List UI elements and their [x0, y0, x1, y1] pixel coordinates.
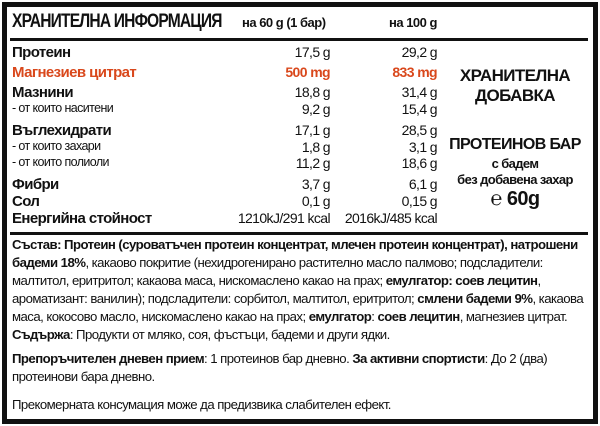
nutrient-label: Сол [12, 193, 40, 210]
nutrient-label: - от които полиоли [12, 155, 110, 169]
nutrient-label: Въглехидрати [12, 122, 112, 139]
nutrient-value-per-bar: 11,2 g [295, 155, 331, 171]
estimated-mark-icon: ℮ [490, 188, 502, 210]
product-name: ПРОТЕИНОВ БАР [449, 136, 581, 153]
nutrient-label: - от които захари [12, 139, 101, 153]
composition-divider [10, 232, 588, 235]
net-weight: 60g [506, 188, 540, 210]
nutrient-value-per-100g: 18,6 g [401, 155, 438, 171]
nutrient-value-per-bar: 3,7 g [301, 176, 331, 192]
nutrient-label: Фибри [12, 176, 59, 193]
nutrient-label: Мазнини [12, 84, 74, 101]
nutrient-value-per-bar: 17,1 g [294, 122, 331, 138]
supplement-label-2: ДОБАВКА [475, 86, 556, 105]
warning-text: Прекомерната консумация може да предизви… [12, 397, 391, 412]
nutrient-label: Магнезиев цитрат [12, 64, 137, 81]
nutrient-value-per-bar: 0,1 g [301, 193, 331, 209]
nutrient-value-per-100g: 28,5 g [401, 122, 438, 138]
nutrition-title: ХРАНИТЕЛНА ИНФОРМАЦИЯ [12, 11, 222, 32]
nutrient-value-per-100g: 0,15 g [401, 193, 438, 209]
nutrient-value-per-bar: 1,8 g [301, 139, 331, 155]
nutrient-value-per-100g: 6,1 g [408, 176, 438, 192]
nutrient-value-per-bar: 17,5 g [294, 44, 331, 60]
nutrient-value-per-100g: 29,2 g [401, 44, 438, 60]
nutrient-value-per-100g: 2016kJ/485 kcal [344, 210, 438, 226]
header-divider [10, 38, 588, 41]
nutrient-value-per-100g: 833 mg [392, 64, 437, 80]
nutrient-value-per-100g: 31,4 g [401, 84, 438, 100]
product-sub-2: без добавена захар [457, 172, 573, 187]
nutrient-value-per-bar: 18,8 g [294, 84, 331, 100]
nutrient-value-per-100g: 3,1 g [408, 139, 438, 155]
nutrient-label: - от които наситени [12, 101, 114, 115]
nutrient-label: Енергийна стойност [12, 210, 152, 227]
nutrient-value-per-100g: 15,4 g [401, 101, 438, 117]
supplement-label-1: ХРАНИТЕЛНА [459, 66, 571, 85]
composition-text: Състав: Протеин (суроватъчен протеин кон… [12, 237, 584, 342]
nutrient-value-per-bar: 500 mg [285, 64, 330, 80]
product-sub-1: с бадем [491, 156, 539, 171]
dosage-text: Препоръчителен дневен прием: 1 протеинов… [12, 351, 548, 384]
nutrient-value-per-bar: 9,2 g [301, 101, 331, 117]
nutrient-label: Протеин [12, 44, 71, 61]
col-header-per-bar: на 60 g (1 бар) [242, 15, 326, 30]
nutrient-value-per-bar: 1210kJ/291 kcal [237, 210, 331, 226]
col-header-per-100g: на 100 g [389, 15, 437, 30]
